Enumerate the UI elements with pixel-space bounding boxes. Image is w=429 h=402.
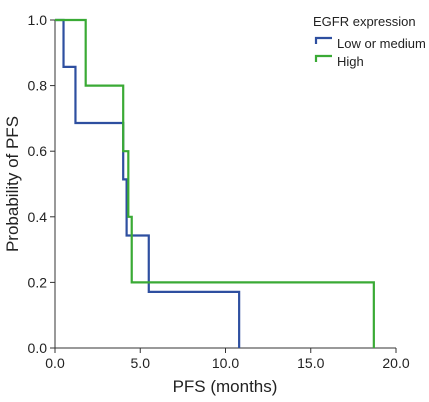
x-ticks: 0.0 5.0 10.0 15.0 20.0 <box>45 348 410 371</box>
x-tick-label: 15.0 <box>297 355 324 371</box>
x-tick-label: 0.0 <box>45 355 65 371</box>
y-tick-label: 0.4 <box>28 209 48 225</box>
y-tick-label: 1.0 <box>28 12 48 28</box>
x-tick-label: 20.0 <box>382 355 409 371</box>
legend-swatch-high <box>314 54 332 62</box>
legend-swatch-low-or-medium <box>314 36 332 44</box>
series-group <box>55 18 375 348</box>
x-axis-label: PFS (months) <box>173 377 278 396</box>
y-axis-label: Probability of PFS <box>3 116 22 252</box>
legend-label-low-or-medium: Low or medium <box>337 36 426 51</box>
y-tick-label: 0.2 <box>28 274 48 290</box>
legend-label-high: High <box>337 54 364 69</box>
series-line-high <box>55 18 375 348</box>
y-tick-label: 0.8 <box>28 78 48 94</box>
y-tick-label: 0.0 <box>28 340 48 356</box>
legend-title: EGFR expression <box>313 14 416 29</box>
y-tick-label: 0.6 <box>28 143 48 159</box>
x-tick-label: 10.0 <box>212 355 239 371</box>
x-tick-label: 5.0 <box>131 355 151 371</box>
series-line-low-or-medium <box>55 18 241 348</box>
legend: EGFR expression Low or medium High <box>313 14 426 69</box>
y-ticks: 0.0 0.2 0.4 0.6 0.8 1.0 <box>28 12 55 356</box>
axes <box>54 20 396 349</box>
